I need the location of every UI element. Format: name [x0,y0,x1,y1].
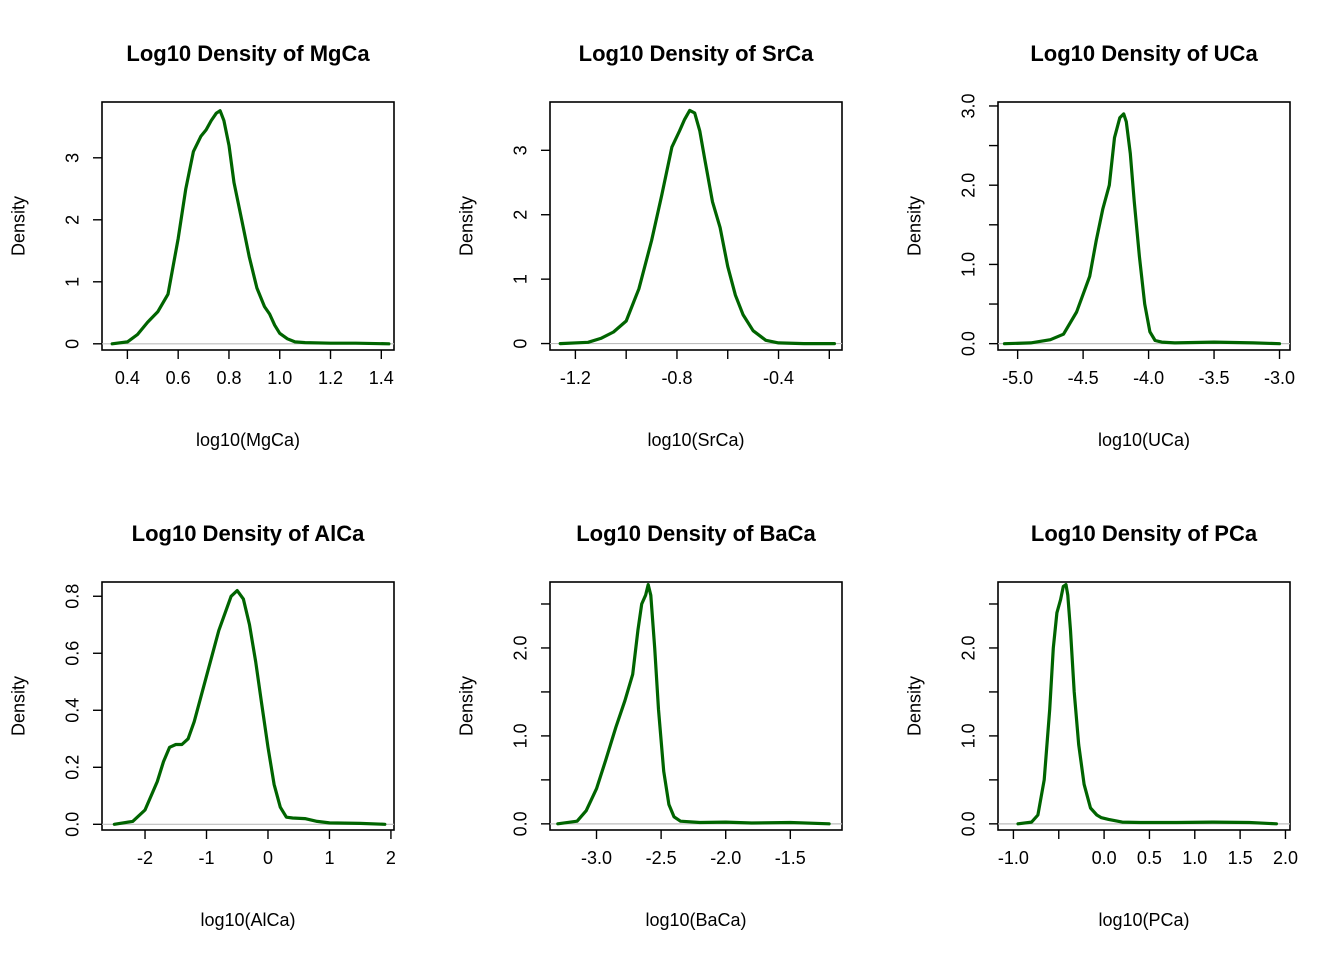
x-tick-label: 1.4 [369,368,394,388]
y-tick-label: 2.0 [958,173,978,198]
x-tick-label: -0.8 [661,368,692,388]
density-curve [1016,582,1279,826]
x-tick-label: -4.5 [1068,368,1099,388]
panel-log10-baca: Log10 Density of BaCa -3.0 -2.5 -2.0 -1.5 0.0… [456,521,843,930]
y-tick-label: 2.0 [958,635,978,660]
x-tick-label: -2 [137,848,153,868]
y-tick-label: 1.0 [510,723,530,748]
x-tick-label: 2 [386,848,396,868]
panel-log10-uca: Log10 Density of UCa -5.0 -4.5 -4.0 -3.5 -3.0… [904,41,1295,450]
x-tick-label: 0.8 [216,368,241,388]
x-axis-label: log10(UCa) [1098,430,1190,450]
y-tick-label: 0 [510,339,530,349]
x-tick-label: -1.0 [998,848,1029,868]
y-tick-label: 0.0 [958,331,978,356]
y-tick-label: 0.2 [62,755,82,780]
panel-log10-pca: Log10 Density of PCa -1.0 0.0 0.5 1.0 1.5 2.0 0… [904,521,1298,930]
x-axis-label: log10(SrCa) [647,430,744,450]
y-axis-label: Density [904,676,924,736]
y-tick-label: 0.0 [510,811,530,836]
y-tick-label: 0.4 [62,698,82,723]
y-tick-label: 2.0 [510,635,530,660]
y-tick-label: 0.8 [62,584,82,609]
x-tick-label: 0.0 [1092,848,1117,868]
x-tick-label: 0 [263,848,273,868]
plot-frame [549,101,843,351]
panel-title: Log10 Density of UCa [1030,41,1258,66]
y-tick-label: 2 [510,210,530,220]
density-curve [110,109,391,346]
plot-frame [101,581,395,831]
x-tick-label: 1.5 [1228,848,1253,868]
x-tick-label: 1.0 [267,368,292,388]
y-tick-label: 3.0 [958,93,978,118]
y-tick-label: 3 [510,145,530,155]
x-tick-label: -2.5 [646,848,677,868]
x-tick-label: -1.2 [560,368,591,388]
y-tick-label: 1.0 [958,252,978,277]
plot-frame [997,101,1291,351]
y-tick-label: 1.0 [958,723,978,748]
x-axis-label: log10(BaCa) [645,910,746,930]
x-tick-label: -3.0 [581,848,612,868]
y-axis-label: Density [456,676,476,736]
y-tick-label: 1 [510,274,530,284]
density-curve [558,108,837,346]
plot-frame [549,581,843,831]
y-axis-label: Density [904,196,924,256]
y-tick-label: 3 [62,153,82,163]
panel-title: Log10 Density of MgCa [126,41,370,66]
x-axis-label: log10(MgCa) [196,430,300,450]
y-tick-label: 2 [62,215,82,225]
x-tick-label: 2.0 [1273,848,1298,868]
y-tick-label: 0 [62,339,82,349]
y-axis-label: Density [8,196,28,256]
y-tick-label: 0.0 [958,811,978,836]
y-axis-label: Density [456,196,476,256]
x-tick-label: 0.6 [166,368,191,388]
x-tick-label: -0.4 [763,368,794,388]
x-axis-label: log10(AlCa) [200,910,295,930]
density-curve [112,588,387,826]
panel-title: Log10 Density of PCa [1031,521,1258,546]
panel-log10-alca: Log10 Density of AlCa -2 -1 0 1 2 0.0 0.2 0.4 0.6… [8,521,396,930]
x-tick-label: 1 [324,848,334,868]
x-tick-label: 0.4 [115,368,140,388]
panel-title: Log10 Density of BaCa [576,521,816,546]
x-tick-label: 1.2 [318,368,343,388]
x-tick-label: 0.5 [1137,848,1162,868]
panel-title: Log10 Density of AlCa [132,521,365,546]
x-tick-label: 1.0 [1182,848,1207,868]
y-tick-label: 1 [62,277,82,287]
panel-log10-mgca: Log10 Density of MgCa 0.4 0.6 0.8 1.0 1.2 1.4 0… [8,41,395,450]
density-curve [556,582,831,826]
x-tick-label: -2.0 [710,848,741,868]
plot-frame [997,581,1291,831]
y-axis-label: Density [8,676,28,736]
panel-log10-srca: Log10 Density of SrCa -1.2 -0.8 -0.4 0 1 2 3 log… [456,41,843,450]
x-tick-label: -3.0 [1264,368,1295,388]
x-tick-label: -1 [198,848,214,868]
y-tick-label: 0.0 [62,812,82,837]
plot-frame [101,101,395,351]
y-tick-label: 0.6 [62,641,82,666]
x-tick-label: -5.0 [1002,368,1033,388]
x-tick-label: -3.5 [1199,368,1230,388]
x-tick-label: -1.5 [775,848,806,868]
x-axis-label: log10(PCa) [1098,910,1189,930]
panel-title: Log10 Density of SrCa [579,41,814,66]
density-curve [1002,112,1282,346]
x-tick-label: -4.0 [1133,368,1164,388]
